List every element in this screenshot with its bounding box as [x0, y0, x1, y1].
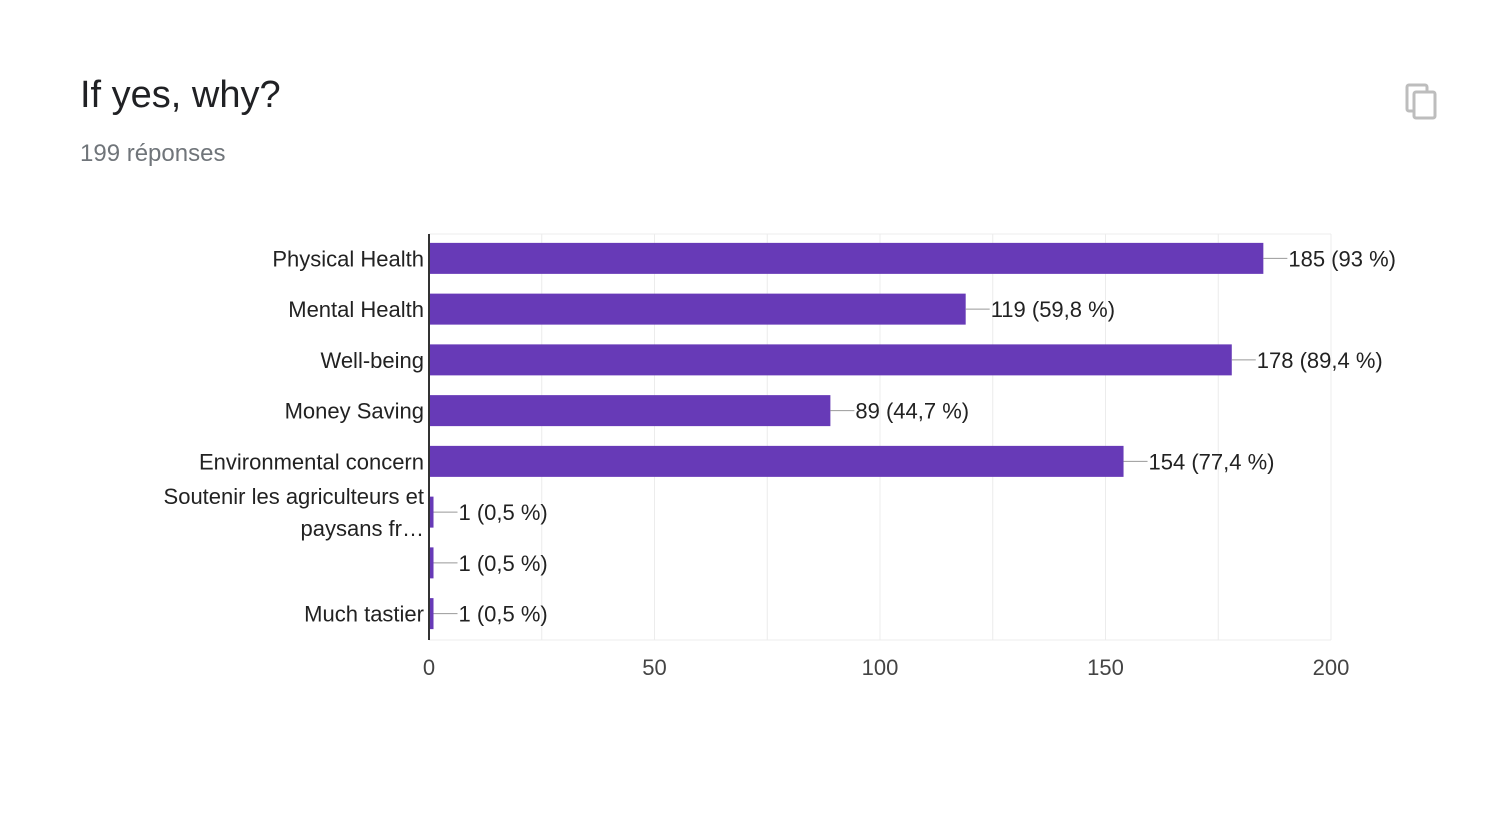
x-tick-label: 0	[423, 655, 435, 680]
bar	[429, 598, 434, 630]
x-tick-label: 200	[1313, 655, 1350, 680]
value-label: 1 (0,5 %)	[459, 602, 548, 627]
category-label: Mental Health	[288, 297, 424, 322]
bar	[429, 344, 1232, 376]
category-label: Money Saving	[285, 399, 424, 424]
response-count: 199 réponses	[80, 140, 226, 167]
category-label: Physical Health	[272, 246, 424, 271]
category-label-line: paysans fr…	[301, 516, 425, 541]
value-label: 154 (77,4 %)	[1149, 449, 1275, 474]
chart-title: If yes, why?	[80, 74, 281, 116]
value-label: 119 (59,8 %)	[991, 297, 1115, 322]
x-tick-label: 150	[1087, 655, 1124, 680]
category-label: Soutenir les agriculteurs et paysans fr…	[164, 484, 424, 541]
category-label-line: Soutenir les agriculteurs et	[164, 484, 424, 509]
value-label: 185 (93 %)	[1288, 246, 1396, 271]
copy-chart-button[interactable]	[1398, 78, 1448, 128]
value-label: 89 (44,7 %)	[855, 399, 969, 424]
bar	[429, 547, 434, 579]
x-tick-label: 50	[642, 655, 666, 680]
category-label: Environmental concern	[199, 449, 424, 474]
value-label: 1 (0,5 %)	[459, 500, 548, 525]
bar	[429, 242, 1264, 274]
copy-icon	[1405, 83, 1437, 120]
category-label: Well-being	[320, 348, 424, 373]
value-label: 1 (0,5 %)	[459, 551, 548, 576]
bar	[429, 496, 434, 528]
category-label: Much tastier	[304, 602, 424, 627]
bar	[429, 395, 831, 427]
value-label: 178 (89,4 %)	[1257, 348, 1383, 373]
x-tick-label: 100	[862, 655, 899, 680]
bar	[429, 293, 966, 325]
bar	[429, 445, 1124, 477]
